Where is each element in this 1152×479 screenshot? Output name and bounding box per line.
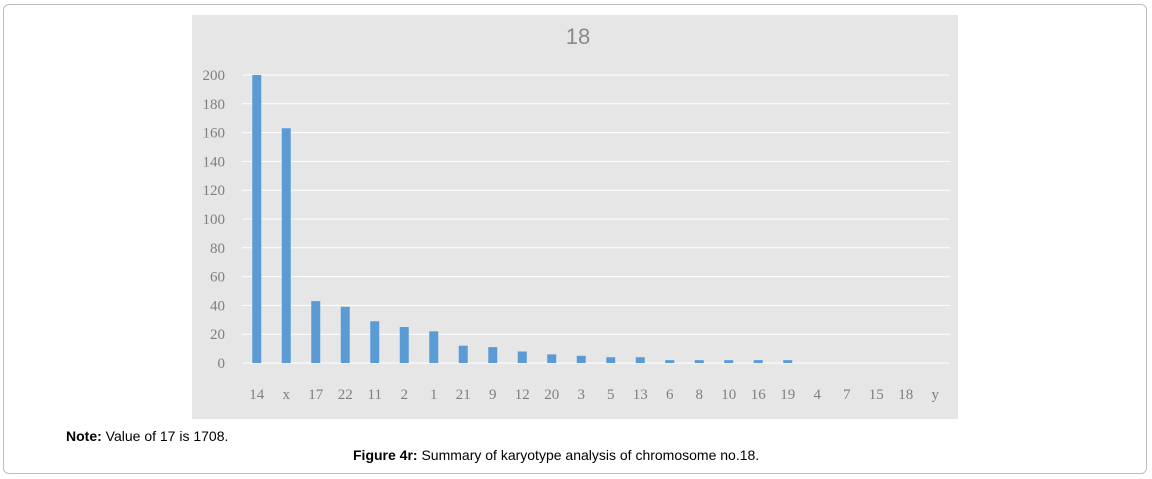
y-tick-label: 140 bbox=[203, 154, 226, 170]
x-tick-label: 7 bbox=[843, 387, 851, 403]
x-tick-label: 10 bbox=[721, 387, 736, 403]
x-tick-label: 3 bbox=[578, 387, 586, 403]
bar bbox=[753, 360, 763, 363]
caption-text: Summary of karyotype analysis of chromos… bbox=[421, 447, 760, 463]
y-tick-label: 80 bbox=[210, 241, 225, 257]
x-tick-label: 21 bbox=[456, 387, 471, 403]
y-tick-label: 120 bbox=[203, 183, 226, 199]
figure-note: Note: Value of 17 is 1708. bbox=[66, 428, 228, 444]
bar bbox=[517, 351, 527, 363]
y-tick-label: 100 bbox=[203, 212, 226, 228]
x-tick-label: 12 bbox=[515, 387, 530, 403]
x-tick-label: 2 bbox=[401, 387, 409, 403]
y-tick-label: 180 bbox=[203, 97, 226, 113]
note-text: Value of 17 is 1708. bbox=[105, 428, 229, 444]
bar bbox=[488, 347, 498, 363]
bar bbox=[429, 331, 439, 363]
x-tick-label: x bbox=[283, 387, 291, 403]
x-tick-label: 15 bbox=[869, 387, 884, 403]
x-tick-label: 16 bbox=[751, 387, 767, 403]
bar bbox=[783, 360, 793, 363]
chart-panel: 18 0 20 40 60 80 100 120 140 160 180 200 14 x 17 22 11… bbox=[192, 15, 958, 419]
bar bbox=[665, 360, 675, 363]
gridlines bbox=[242, 74, 950, 364]
x-axis-ticks: 14 x 17 22 11 2 1 21 9 12 20 3 5 13 6 8 10 16 19 4 7 15 18 y bbox=[249, 387, 939, 403]
bar bbox=[724, 360, 734, 363]
bar bbox=[547, 354, 557, 363]
bar bbox=[399, 327, 409, 363]
x-tick-label: 17 bbox=[308, 387, 324, 403]
x-tick-label: 9 bbox=[489, 387, 497, 403]
bar bbox=[340, 306, 350, 363]
bar bbox=[635, 357, 645, 363]
x-tick-label: 14 bbox=[249, 387, 265, 403]
y-tick-label: 20 bbox=[210, 327, 225, 343]
x-tick-label: 20 bbox=[544, 387, 559, 403]
bar bbox=[252, 75, 262, 363]
note-label: Note: bbox=[66, 428, 102, 444]
x-tick-label: 19 bbox=[780, 387, 795, 403]
y-axis-ticks: 0 20 40 60 80 100 120 140 160 180 200 bbox=[203, 68, 226, 372]
x-tick-label: 1 bbox=[430, 387, 438, 403]
x-tick-label: 22 bbox=[338, 387, 353, 403]
x-tick-label: 8 bbox=[696, 387, 704, 403]
y-tick-label: 40 bbox=[210, 298, 225, 314]
y-tick-label: 0 bbox=[218, 356, 226, 372]
x-tick-label: 6 bbox=[666, 387, 674, 403]
caption-label: Figure 4r: bbox=[353, 447, 418, 463]
y-tick-label: 160 bbox=[203, 126, 226, 142]
x-tick-label: 11 bbox=[368, 387, 382, 403]
bar bbox=[311, 301, 321, 363]
chart-title: 18 bbox=[566, 24, 590, 49]
x-tick-label: 13 bbox=[633, 387, 648, 403]
bar bbox=[370, 321, 380, 363]
bars bbox=[252, 75, 793, 363]
bar bbox=[458, 345, 468, 363]
x-tick-label: 5 bbox=[607, 387, 615, 403]
y-tick-label: 60 bbox=[210, 270, 225, 286]
y-tick-label: 200 bbox=[203, 68, 226, 84]
x-tick-label: y bbox=[932, 387, 940, 403]
x-tick-label: 18 bbox=[898, 387, 913, 403]
bar bbox=[576, 355, 586, 363]
bar bbox=[281, 128, 291, 363]
bar bbox=[694, 360, 704, 363]
bar bbox=[606, 357, 616, 363]
x-tick-label: 4 bbox=[814, 387, 822, 403]
figure-caption: Figure 4r: Summary of karyotype analysis… bbox=[353, 447, 759, 463]
